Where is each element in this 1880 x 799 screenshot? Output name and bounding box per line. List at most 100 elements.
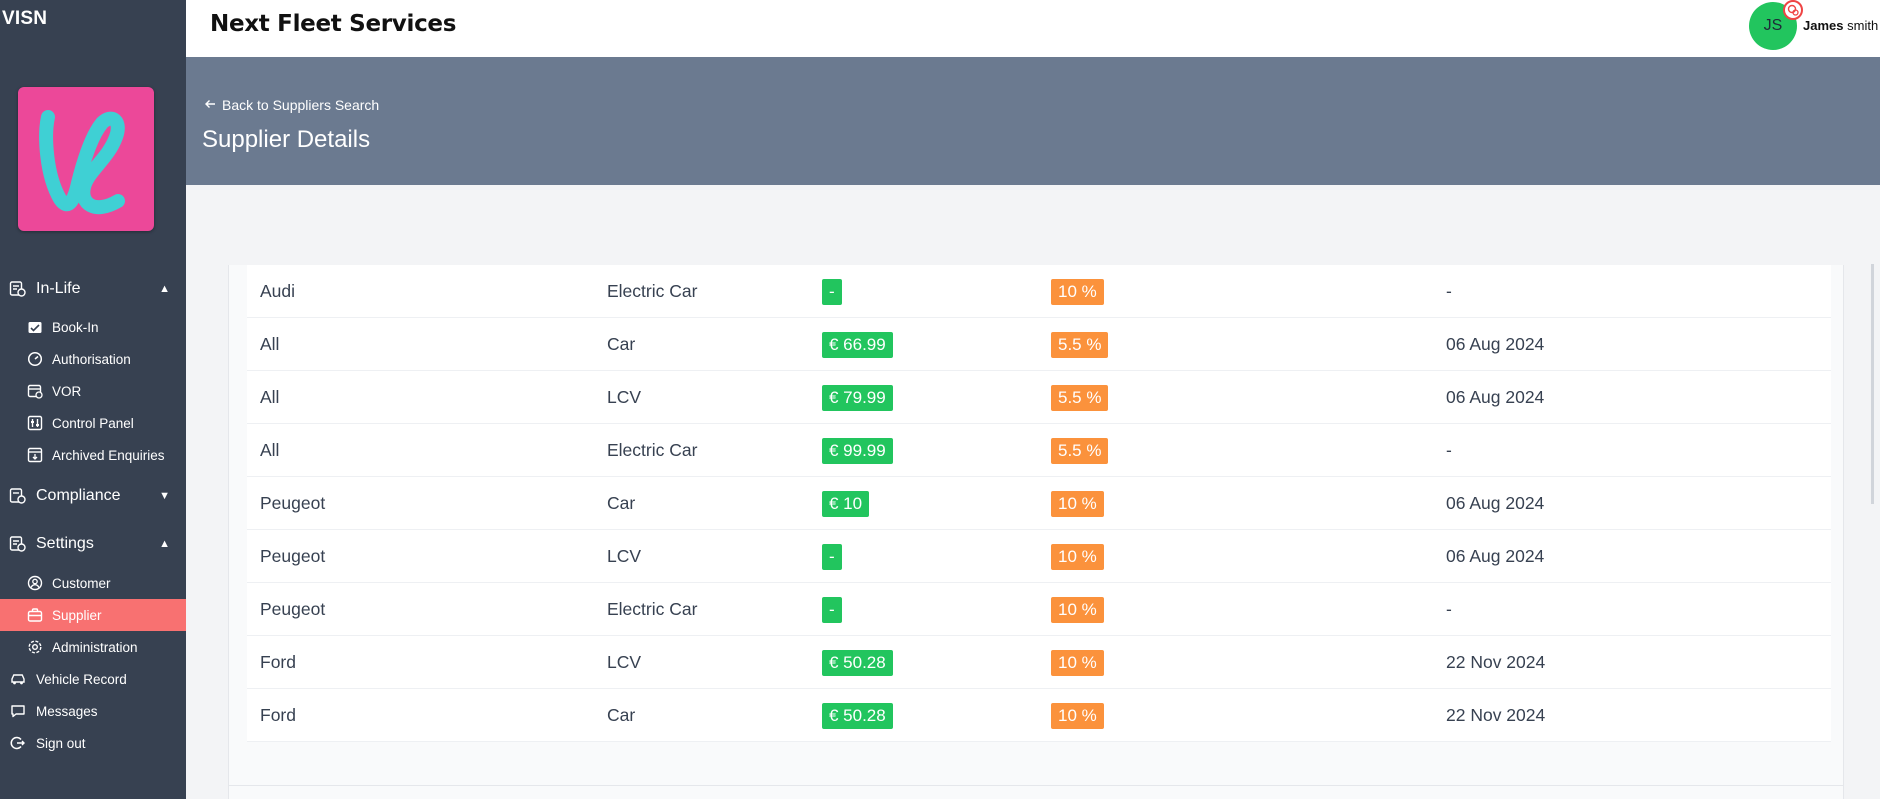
cell-vehicle-type: Electric Car bbox=[607, 599, 698, 619]
discount-badge: 10 % bbox=[1051, 490, 1104, 517]
cell-make: All bbox=[260, 440, 280, 460]
company-name: Next Fleet Services bbox=[210, 11, 457, 37]
cell-price: € 10 bbox=[822, 477, 870, 530]
sidebar-item-archived-enquiries[interactable]: Archived Enquiries bbox=[0, 439, 186, 471]
user-name[interactable]: James smith bbox=[1803, 18, 1878, 33]
sidebar-item-control-panel[interactable]: Control Panel bbox=[0, 407, 186, 439]
table-row: Audi Electric Car - 10 % - bbox=[247, 265, 1831, 318]
sidebar-item-messages[interactable]: Messages bbox=[0, 695, 186, 727]
card-header-area bbox=[202, 185, 1880, 265]
cell-price: € 99.99 bbox=[822, 424, 893, 477]
cell-discount: 5.5 % bbox=[1051, 318, 1109, 371]
sidebar-item-label: VOR bbox=[52, 383, 82, 399]
archive-icon bbox=[26, 446, 44, 464]
cell-vehicle-type: Electric Car bbox=[607, 440, 698, 460]
sidebar-item-vor[interactable]: VOR bbox=[0, 375, 186, 407]
price-badge: € 79.99 bbox=[822, 384, 893, 411]
sidebar-item-label: Archived Enquiries bbox=[52, 447, 165, 463]
back-to-suppliers-link[interactable]: Back to Suppliers Search bbox=[204, 97, 379, 113]
discount-badge: 5.5 % bbox=[1051, 437, 1109, 464]
top-bar: Next Fleet Services JS James smith bbox=[186, 0, 1880, 57]
cell-vehicle-type: LCV bbox=[607, 652, 642, 672]
cell-make: Peugeot bbox=[260, 546, 326, 566]
cell-make: Peugeot bbox=[260, 493, 326, 513]
nav-section-settings[interactable]: Settings ▲ bbox=[0, 528, 186, 560]
price-badge: - bbox=[822, 596, 842, 623]
cell-date: 06 Aug 2024 bbox=[1446, 546, 1545, 566]
sidebar-item-label: Control Panel bbox=[52, 415, 134, 431]
sidebar-item-customer[interactable]: Customer bbox=[0, 567, 186, 599]
cell-discount: 10 % bbox=[1051, 265, 1104, 318]
table-row: All LCV € 79.99 5.5 % 06 Aug 2024 bbox=[247, 371, 1831, 424]
cell-vehicle-type: LCV bbox=[607, 546, 642, 566]
cell-date: - bbox=[1446, 440, 1452, 460]
nav-section-in-life[interactable]: In-Life ▲ bbox=[0, 273, 186, 305]
price-badge: - bbox=[822, 543, 842, 570]
user-first-name: James bbox=[1803, 18, 1844, 33]
table-row: All Electric Car € 99.99 5.5 % - bbox=[247, 424, 1831, 477]
table-row: Peugeot LCV - 10 % 06 Aug 2024 bbox=[247, 530, 1831, 583]
cell-date: 22 Nov 2024 bbox=[1446, 705, 1546, 725]
notification-icon[interactable] bbox=[1783, 0, 1803, 20]
arrow-left-icon bbox=[204, 97, 216, 113]
discount-badge: 10 % bbox=[1051, 702, 1104, 729]
cell-discount: 10 % bbox=[1051, 477, 1104, 530]
sidebar-item-label: Administration bbox=[52, 639, 138, 655]
table-row: Peugeot Electric Car - 10 % - bbox=[247, 583, 1831, 636]
discount-badge: 10 % bbox=[1051, 543, 1104, 570]
settings-icon bbox=[8, 534, 28, 554]
discount-badge: 10 % bbox=[1051, 596, 1104, 623]
app-brand: VISN bbox=[2, 8, 48, 29]
discount-badge: 5.5 % bbox=[1051, 331, 1109, 358]
sidebar-item-authorisation[interactable]: Authorisation bbox=[0, 343, 186, 375]
authorisation-icon bbox=[26, 350, 44, 368]
cell-date: 22 Nov 2024 bbox=[1446, 652, 1546, 672]
customer-icon bbox=[26, 574, 44, 592]
compliance-icon bbox=[8, 486, 28, 506]
price-badge: - bbox=[822, 278, 842, 305]
cell-discount: 5.5 % bbox=[1051, 371, 1109, 424]
app-logo[interactable] bbox=[18, 87, 154, 231]
page-header: Back to Suppliers Search Supplier Detail… bbox=[186, 57, 1880, 185]
nav-section-compliance[interactable]: Compliance ▼ bbox=[0, 480, 186, 512]
sidebar-item-supplier[interactable]: Supplier bbox=[0, 599, 186, 631]
supplier-details-card: Audi Electric Car - 10 % - All Car € 66.… bbox=[202, 185, 1880, 799]
sidebar-item-label: Supplier bbox=[52, 607, 102, 623]
cell-price: € 50.28 bbox=[822, 636, 893, 689]
cell-make: All bbox=[260, 387, 280, 407]
cell-date: 06 Aug 2024 bbox=[1446, 387, 1545, 407]
sidebar-item-administration[interactable]: Administration bbox=[0, 631, 186, 663]
next-panel bbox=[228, 785, 1844, 799]
cell-vehicle-type: Car bbox=[607, 493, 636, 513]
discount-badge: 10 % bbox=[1051, 649, 1104, 676]
cell-price: € 50.28 bbox=[822, 689, 893, 742]
sidebar-item-sign-out[interactable]: Sign out bbox=[0, 727, 186, 759]
table-scrollbar[interactable] bbox=[1871, 264, 1874, 504]
price-badge: € 99.99 bbox=[822, 437, 893, 464]
sidebar-item-label: Sign out bbox=[36, 735, 86, 751]
cell-price: - bbox=[822, 583, 842, 636]
cell-price: € 79.99 bbox=[822, 371, 893, 424]
sidebar-item-label: Customer bbox=[52, 575, 111, 591]
sidebar-item-vehicle-record[interactable]: Vehicle Record bbox=[0, 663, 186, 695]
sidebar-item-book-in[interactable]: Book-In bbox=[0, 311, 186, 343]
sidebar-item-label: Book-In bbox=[52, 319, 99, 335]
cell-make: Peugeot bbox=[260, 599, 326, 619]
cell-discount: 10 % bbox=[1051, 583, 1104, 636]
chevron-down-icon: ▼ bbox=[159, 490, 170, 502]
messages-icon bbox=[9, 702, 27, 720]
user-last-name: smith bbox=[1847, 18, 1879, 33]
table-row: All Car € 66.99 5.5 % 06 Aug 2024 bbox=[247, 318, 1831, 371]
cell-date: - bbox=[1446, 599, 1452, 619]
cell-date: 06 Aug 2024 bbox=[1446, 493, 1545, 513]
cell-make: All bbox=[260, 334, 280, 354]
price-badge: € 50.28 bbox=[822, 649, 893, 676]
discount-badge: 10 % bbox=[1051, 278, 1104, 305]
control-panel-icon bbox=[26, 414, 44, 432]
price-badge: € 50.28 bbox=[822, 702, 893, 729]
cell-discount: 10 % bbox=[1051, 530, 1104, 583]
back-link-label: Back to Suppliers Search bbox=[222, 97, 380, 113]
cell-date: 06 Aug 2024 bbox=[1446, 334, 1545, 354]
cell-make: Ford bbox=[260, 705, 296, 725]
supplier-icon bbox=[26, 606, 44, 624]
